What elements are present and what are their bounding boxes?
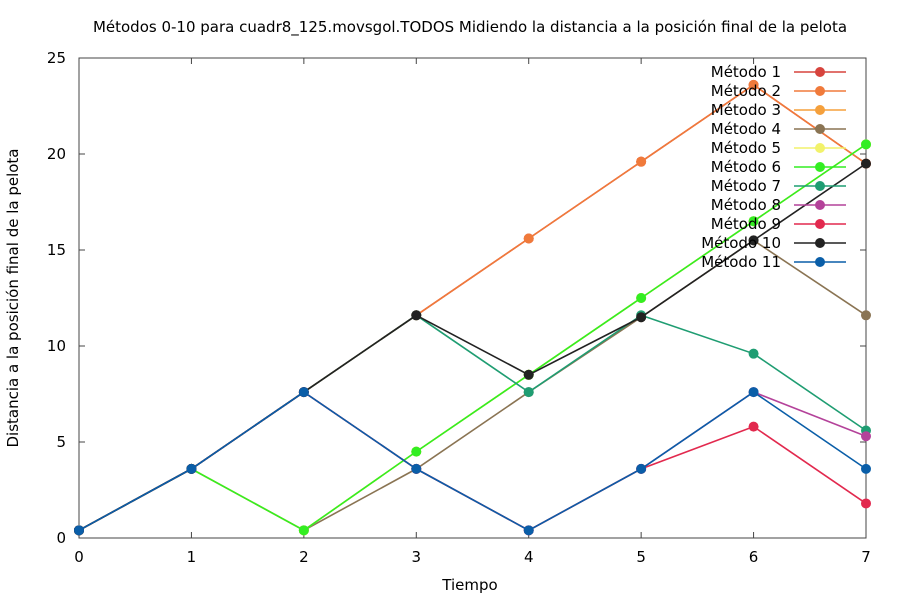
series-11: [74, 387, 871, 536]
data-point: [748, 79, 759, 90]
x-tick-label: 6: [749, 548, 759, 566]
chart-title: Métodos 0-10 para cuadr8_125.movsgol.TOD…: [93, 18, 847, 37]
legend-swatch-marker: [815, 124, 825, 134]
legend-label: Método 10: [701, 234, 781, 252]
data-point: [74, 525, 84, 536]
series-8: [74, 387, 871, 536]
x-tick-label: 3: [412, 548, 422, 566]
data-point: [636, 293, 647, 303]
legend-label: Método 4: [711, 120, 781, 138]
series-line: [78, 314, 867, 532]
data-point: [636, 156, 647, 167]
series-line: [78, 143, 867, 532]
data-point: [411, 310, 422, 321]
data-point: [186, 463, 197, 474]
data-point: [861, 463, 871, 474]
data-point: [748, 235, 759, 246]
legend-label: Método 11: [701, 253, 781, 271]
data-point: [523, 233, 534, 244]
x-tick-label: 2: [299, 548, 309, 566]
legend-label: Método 9: [711, 215, 781, 233]
data-point: [748, 348, 759, 359]
plot-frame: [78, 57, 867, 539]
y-tick-label: 5: [56, 433, 66, 451]
data-point: [861, 158, 871, 169]
legend-swatch-marker: [815, 143, 825, 153]
legend-swatch-marker: [815, 105, 825, 115]
data-point: [861, 139, 871, 150]
data-point: [411, 463, 422, 474]
y-tick-label: 10: [47, 337, 66, 355]
legend-label: Método 5: [711, 139, 781, 157]
y-tick-label: 20: [47, 145, 66, 163]
axes: 0 1 2 3 4 5 6 7 0 5 10 15 20 25: [47, 49, 871, 566]
legend-label: Método 7: [711, 177, 781, 195]
legend-swatch-marker: [815, 86, 825, 96]
y-axis-label: Distancia a la posición final de la pelo…: [4, 148, 22, 447]
data-point: [636, 312, 647, 323]
x-axis-label: Tiempo: [441, 576, 497, 594]
series-line: [78, 391, 867, 532]
data-point: [523, 369, 534, 380]
legend-label: Método 3: [711, 101, 781, 119]
data-point: [523, 387, 534, 398]
x-tick-label: 0: [74, 548, 84, 566]
series-layer: [74, 79, 871, 536]
legend-label: Método 6: [711, 158, 781, 176]
y-tick-label: 15: [47, 241, 66, 259]
x-tick-label: 4: [524, 548, 534, 566]
legend-label: Método 8: [711, 196, 781, 214]
data-point: [523, 525, 534, 536]
y-tick-label: 0: [56, 529, 66, 547]
legend-swatch-marker: [815, 219, 825, 229]
data-point: [748, 387, 759, 398]
data-point: [861, 498, 871, 509]
data-point: [861, 310, 871, 321]
x-tick-label: 5: [636, 548, 646, 566]
data-point: [861, 431, 871, 442]
legend-swatch-marker: [815, 238, 825, 248]
legend-label: Método 2: [711, 82, 781, 100]
data-point: [748, 421, 759, 432]
x-tick-label: 1: [187, 548, 197, 566]
y-tick-label: 25: [47, 49, 66, 67]
data-point: [411, 446, 422, 457]
data-point: [298, 525, 309, 536]
legend-swatch-marker: [815, 257, 825, 267]
data-point: [748, 216, 759, 227]
data-point: [298, 387, 309, 398]
legend-swatch-marker: [815, 67, 825, 77]
series-line: [78, 239, 867, 532]
legend-swatch-marker: [815, 162, 825, 172]
legend-label: Método 1: [711, 63, 781, 81]
series-4: [74, 235, 871, 536]
legend-swatch-marker: [815, 200, 825, 210]
x-tick-label: 7: [861, 548, 871, 566]
series-9: [74, 387, 871, 536]
data-point: [636, 463, 647, 474]
legend-swatch-marker: [815, 181, 825, 191]
